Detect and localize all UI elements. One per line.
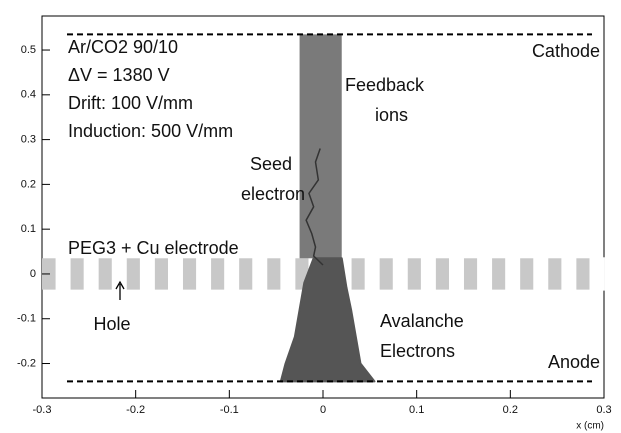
electrode-hole: [561, 257, 577, 291]
y-tick-label: 0.2: [21, 178, 36, 190]
annotation: Electrons: [380, 341, 455, 361]
x-tick-label: 0.1: [409, 404, 424, 416]
electrode-hole: [477, 257, 493, 291]
y-tick-label: 0: [30, 268, 36, 280]
electrode-hole: [83, 257, 99, 291]
annotation: Avalanche: [380, 311, 464, 331]
electrode-hole: [167, 257, 183, 291]
reference-label: Anode: [548, 352, 600, 372]
y-tick-label: 0.5: [21, 44, 36, 56]
x-tick-label: -0.3: [33, 404, 52, 416]
electrode-hole: [196, 257, 212, 291]
electrode-hole: [224, 257, 240, 291]
avalanche: [279, 257, 376, 383]
x-tick-label: 0.3: [596, 404, 611, 416]
electrode-hole: [505, 257, 521, 291]
electrode-hole: [448, 257, 464, 291]
electrode-label: PEG3 + Cu electrode: [68, 238, 239, 258]
annotation: electron: [241, 184, 305, 204]
electrode-hole: [111, 257, 127, 291]
hole-arrow-head: [115, 280, 125, 290]
y-tick-label: 0.3: [21, 134, 36, 146]
annotation: ΔV = 1380 V: [68, 65, 170, 85]
electrode-hole: [420, 257, 436, 291]
annotation: Drift: 100 V/mm: [68, 93, 193, 113]
electrode-hole: [589, 257, 605, 291]
y-tick-label: -0.2: [17, 357, 36, 369]
electrode-hole: [392, 257, 408, 291]
x-tick-label: 0: [320, 404, 326, 416]
annotation: Ar/CO2 90/10: [68, 37, 178, 57]
seed-electron: [305, 148, 324, 266]
annotation: Feedback: [345, 75, 425, 95]
reference-label: Cathode: [532, 41, 600, 61]
annotation: Hole: [93, 314, 130, 334]
annotation: Induction: 500 V/mm: [68, 121, 233, 141]
electrode-hole: [280, 257, 296, 291]
electrode-hole: [139, 257, 155, 291]
x-tick-label: -0.1: [220, 404, 239, 416]
x-axis-label: x (cm): [576, 421, 604, 432]
electrode-hole: [364, 257, 380, 291]
electrode-hole: [55, 257, 71, 291]
x-tick-label: 0.2: [503, 404, 518, 416]
feedback-ions: [299, 34, 342, 259]
electrode-hole: [533, 257, 549, 291]
y-tick-label: 0.1: [21, 223, 36, 235]
annotation: Seed: [250, 154, 292, 174]
y-tick-label: -0.1: [17, 313, 36, 325]
annotation: ions: [375, 105, 408, 125]
y-tick-label: 0.4: [21, 89, 36, 101]
electrode-hole: [252, 257, 268, 291]
x-tick-label: -0.2: [126, 404, 145, 416]
